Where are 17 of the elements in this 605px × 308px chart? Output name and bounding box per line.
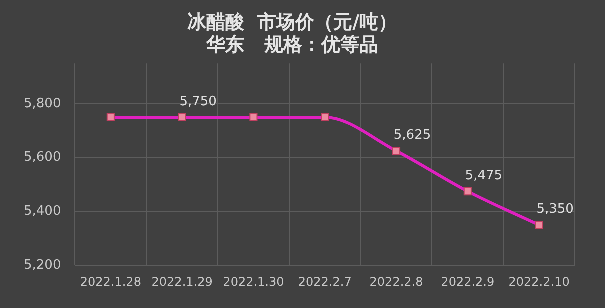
x-tick-label: 2022.2.9 <box>441 274 495 289</box>
y-tick-label: 5,200 <box>24 258 62 273</box>
data-label: 5,625 <box>394 128 432 144</box>
y-tick-label: 5,400 <box>24 204 62 220</box>
x-tick-label: 2022.1.30 <box>223 274 284 289</box>
x-tick-label: 2022.2.7 <box>298 274 352 289</box>
chart-title: 冰醋酸 市场价（元/吨） <box>187 11 398 34</box>
x-tick-label: 2022.1.28 <box>80 274 142 289</box>
y-tick-label: 5,800 <box>24 96 62 112</box>
y-tick-label: 5,600 <box>24 150 62 166</box>
x-tick-label: 2022.2.8 <box>370 274 424 289</box>
x-tick-label: 2022.2.10 <box>508 274 570 289</box>
data-label: 5,750 <box>180 94 217 110</box>
x-tick-label: 2022.1.29 <box>152 274 213 289</box>
chart-subtitle: 华东 规格：优等品 <box>206 34 378 56</box>
data-label: 5,475 <box>465 168 503 184</box>
data-label: 5,350 <box>536 202 574 218</box>
